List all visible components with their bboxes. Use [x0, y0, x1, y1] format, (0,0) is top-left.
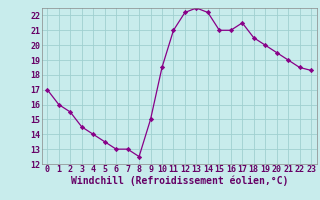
X-axis label: Windchill (Refroidissement éolien,°C): Windchill (Refroidissement éolien,°C) [70, 176, 288, 186]
